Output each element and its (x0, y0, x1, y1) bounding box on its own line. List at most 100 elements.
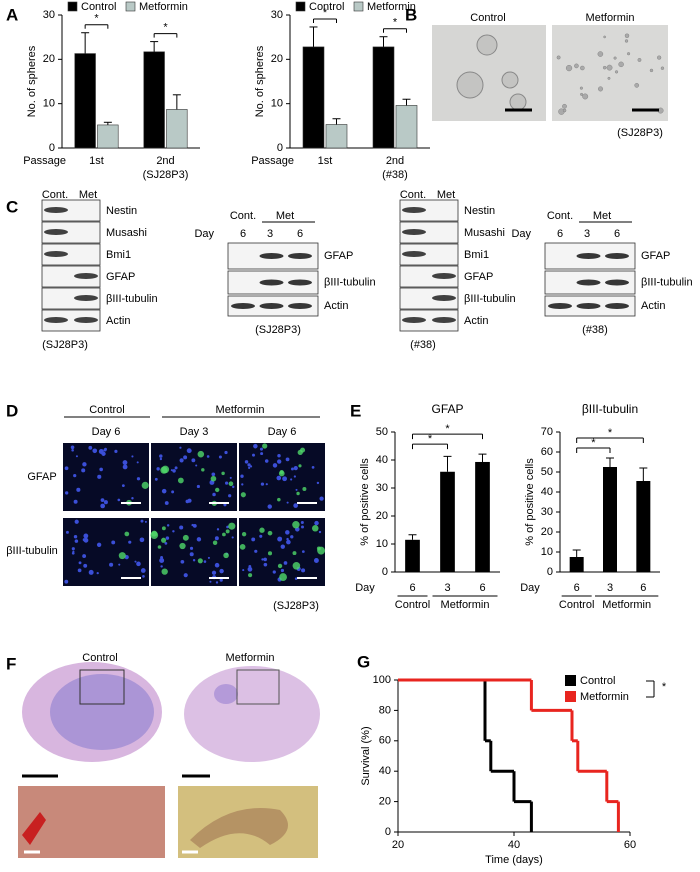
cell (634, 83, 640, 88)
nucleus (183, 573, 188, 578)
marker (201, 468, 205, 472)
y-tick-label: 10 (541, 546, 553, 558)
nucleus (159, 457, 163, 461)
nucleus (99, 467, 103, 472)
brain-section (184, 666, 320, 762)
fluorescence-image (239, 443, 325, 511)
cell (624, 33, 630, 38)
tumor (50, 674, 154, 750)
marker (118, 552, 126, 560)
legend-swatch (67, 1, 78, 12)
nucleus (261, 558, 264, 561)
cell-line: (SJ28P3) (617, 127, 663, 139)
cell (627, 52, 631, 56)
y-tick-label: 0 (385, 826, 391, 838)
y-tick-label: 20 (379, 796, 391, 808)
y-tick-label: 0 (547, 566, 553, 578)
bar (372, 46, 395, 149)
marker (311, 524, 319, 532)
nucleus (114, 449, 118, 453)
nucleus (82, 462, 87, 467)
cell (598, 86, 604, 92)
y-tick-label: 20 (541, 526, 553, 538)
cell (657, 55, 662, 60)
y-axis-label: No. of spheres (26, 45, 38, 117)
nucleus (301, 525, 304, 529)
nucleus (183, 455, 188, 460)
marker (279, 573, 287, 582)
marker (277, 497, 281, 502)
nucleus (81, 468, 86, 473)
nucleus (259, 534, 263, 538)
nucleus (191, 458, 196, 463)
nucleus (172, 530, 175, 533)
blot-band (288, 303, 312, 309)
marker (317, 546, 326, 555)
nucleus (251, 537, 256, 542)
nucleus (203, 560, 207, 563)
day-label: Day (511, 228, 531, 240)
legend-label: Metformin (580, 691, 629, 703)
blot-band (548, 303, 572, 309)
y-tick-label: 30 (43, 9, 55, 21)
y-tick-label: 20 (271, 53, 283, 65)
day-label: Day 6 (92, 426, 121, 438)
day-value: 6 (297, 228, 303, 240)
nucleus (165, 536, 170, 540)
nucleus (78, 561, 82, 565)
marker (197, 450, 205, 458)
nucleus (259, 447, 264, 451)
nucleus (92, 448, 98, 454)
protein-label: Bmi1 (464, 249, 489, 261)
y-tick-label: 50 (376, 426, 388, 438)
panel-label: E (350, 401, 361, 420)
nucleus (248, 466, 251, 469)
nucleus (186, 448, 192, 454)
y-axis-label: No. of spheres (254, 45, 266, 117)
legend-label: Metformin (367, 1, 416, 13)
marker (212, 540, 218, 545)
x-tick-label: 6 (479, 582, 485, 594)
bar (395, 105, 418, 149)
blot-strip (399, 221, 459, 244)
blot-strip (399, 199, 459, 222)
blot-band (576, 253, 601, 259)
blot-band (402, 229, 426, 235)
nucleus (285, 530, 290, 535)
nucleus (180, 559, 185, 564)
significance-star: * (428, 433, 433, 445)
legend-label: Control (309, 1, 344, 13)
y-tick-label: 10 (376, 538, 388, 550)
blot-band (231, 303, 255, 309)
marker (150, 531, 159, 539)
x-tick-label: 60 (624, 839, 636, 851)
cell (660, 66, 665, 70)
image-title: Metformin (226, 652, 275, 664)
blot-band (74, 295, 98, 301)
blot-band (605, 303, 629, 309)
nucleus (231, 536, 234, 539)
bar (475, 461, 490, 572)
y-tick-label: 0 (277, 142, 283, 154)
nucleus (293, 475, 297, 478)
marker (124, 531, 130, 537)
x-tick-label: 6 (409, 582, 415, 594)
cell-line: (#38) (582, 324, 608, 336)
nucleus (131, 455, 134, 458)
nucleus (72, 550, 75, 553)
nucleus (128, 540, 132, 544)
row-label: GFAP (27, 471, 56, 483)
marker (179, 542, 186, 550)
protein-label: GFAP (106, 271, 135, 283)
blot-strip (41, 265, 101, 288)
nucleus (74, 519, 79, 524)
marker (277, 563, 283, 569)
panel-label: C (6, 197, 18, 216)
nucleus (140, 568, 146, 573)
cell (649, 68, 654, 73)
nucleus (96, 571, 99, 575)
protein-label: Actin (464, 315, 488, 327)
cell (597, 51, 604, 57)
nucleus (88, 569, 94, 575)
nucleus (185, 499, 190, 504)
